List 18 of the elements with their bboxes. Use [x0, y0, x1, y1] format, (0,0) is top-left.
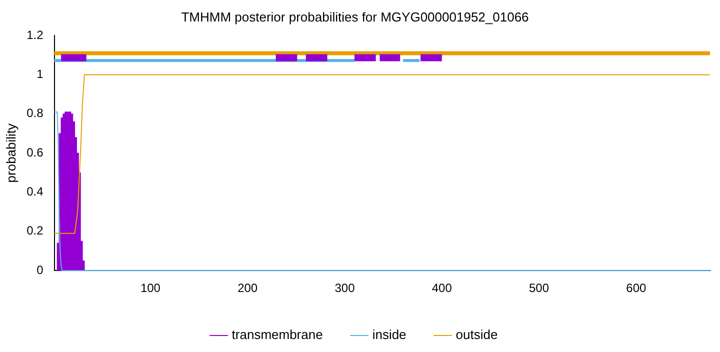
y-tick-label: 1.2: [26, 28, 44, 42]
x-tick-label: 500: [529, 281, 550, 296]
y-tick-label: 0.2: [26, 224, 44, 238]
y-tick-label: 0: [36, 262, 44, 277]
y-tick-label: 1: [36, 67, 44, 82]
y-tick-label: 0.8: [26, 106, 44, 120]
legend-label: inside: [372, 327, 406, 342]
y-tick-label: 0.6: [26, 145, 44, 160]
y-axis-title: probability: [3, 122, 18, 183]
x-tick-label: 400: [432, 281, 452, 296]
legend-label: outside: [456, 327, 498, 342]
legend-label: transmembrane: [232, 327, 323, 342]
x-tick-label: 600: [626, 281, 647, 296]
x-tick-label: 300: [334, 281, 356, 296]
y-tick-label: 0.4: [26, 184, 44, 199]
x-tick-label: 200: [238, 281, 258, 296]
chart-title: TMHMM posterior probabilities for MGYG000001952_01066: [181, 9, 529, 24]
x-tick-label: 100: [140, 281, 161, 296]
